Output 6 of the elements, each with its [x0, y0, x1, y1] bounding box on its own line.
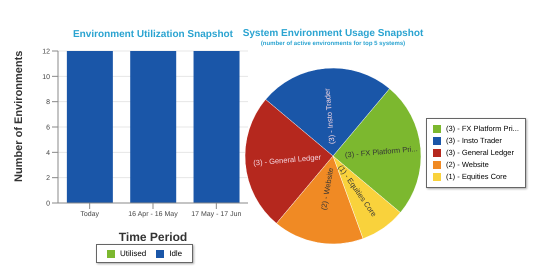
legend-label: Idle — [169, 249, 182, 258]
chart-title: System Environment Usage Snapshot — [242, 28, 424, 39]
legend-label: Utilised — [120, 249, 146, 258]
y-axis-title: Number of Environments — [12, 50, 25, 182]
chart-title: Environment Utilization Snapshot — [72, 29, 233, 40]
x-axis-title: Time Period — [118, 230, 188, 244]
